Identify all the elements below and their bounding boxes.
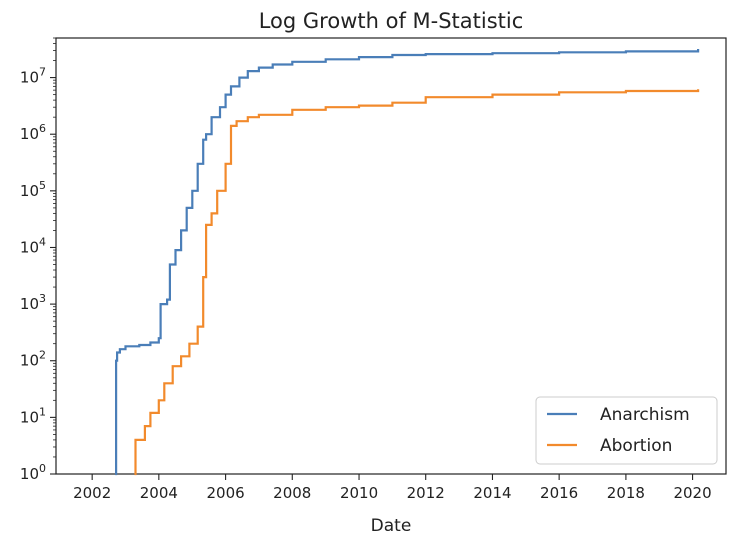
chart-title: Log Growth of M-Statistic: [259, 9, 524, 33]
y-tick-label: 102: [20, 349, 46, 370]
x-tick-label: 2008: [273, 484, 311, 502]
x-axis: 2002 2004 2006 2008 2010 2012 2014 2016 2018 2020: [73, 474, 712, 502]
y-tick-label: 100: [20, 462, 46, 483]
legend: Anarchism Abortion: [535, 396, 718, 465]
legend-box: [535, 396, 718, 465]
legend-label-anarchism: Anarchism: [600, 405, 690, 425]
y-tick-label: 104: [20, 235, 46, 256]
legend-label-abortion: Abortion: [600, 436, 672, 456]
y-tick-label: 105: [20, 179, 46, 200]
x-tick-label: 2010: [340, 484, 378, 502]
x-tick-label: 2012: [407, 484, 445, 502]
x-tick-label: 2014: [473, 484, 511, 502]
x-axis-label: Date: [371, 516, 412, 536]
series-lines: [115, 49, 700, 476]
series-line-anarchism: [115, 49, 700, 476]
y-axis: 100 101 102 103 104 105 106 107: [20, 37, 56, 483]
x-tick-label: 2016: [540, 484, 578, 502]
x-tick-label: 2002: [73, 484, 111, 502]
x-tick-label: 2018: [607, 484, 645, 502]
y-tick-label: 106: [20, 122, 46, 143]
x-tick-label: 2004: [140, 484, 178, 502]
y-tick-label: 107: [20, 66, 46, 87]
y-tick-label: 101: [20, 405, 46, 426]
x-tick-label: 2006: [207, 484, 245, 502]
series-line-abortion: [134, 89, 700, 476]
y-tick-label: 103: [20, 292, 46, 313]
x-tick-label: 2020: [673, 484, 711, 502]
